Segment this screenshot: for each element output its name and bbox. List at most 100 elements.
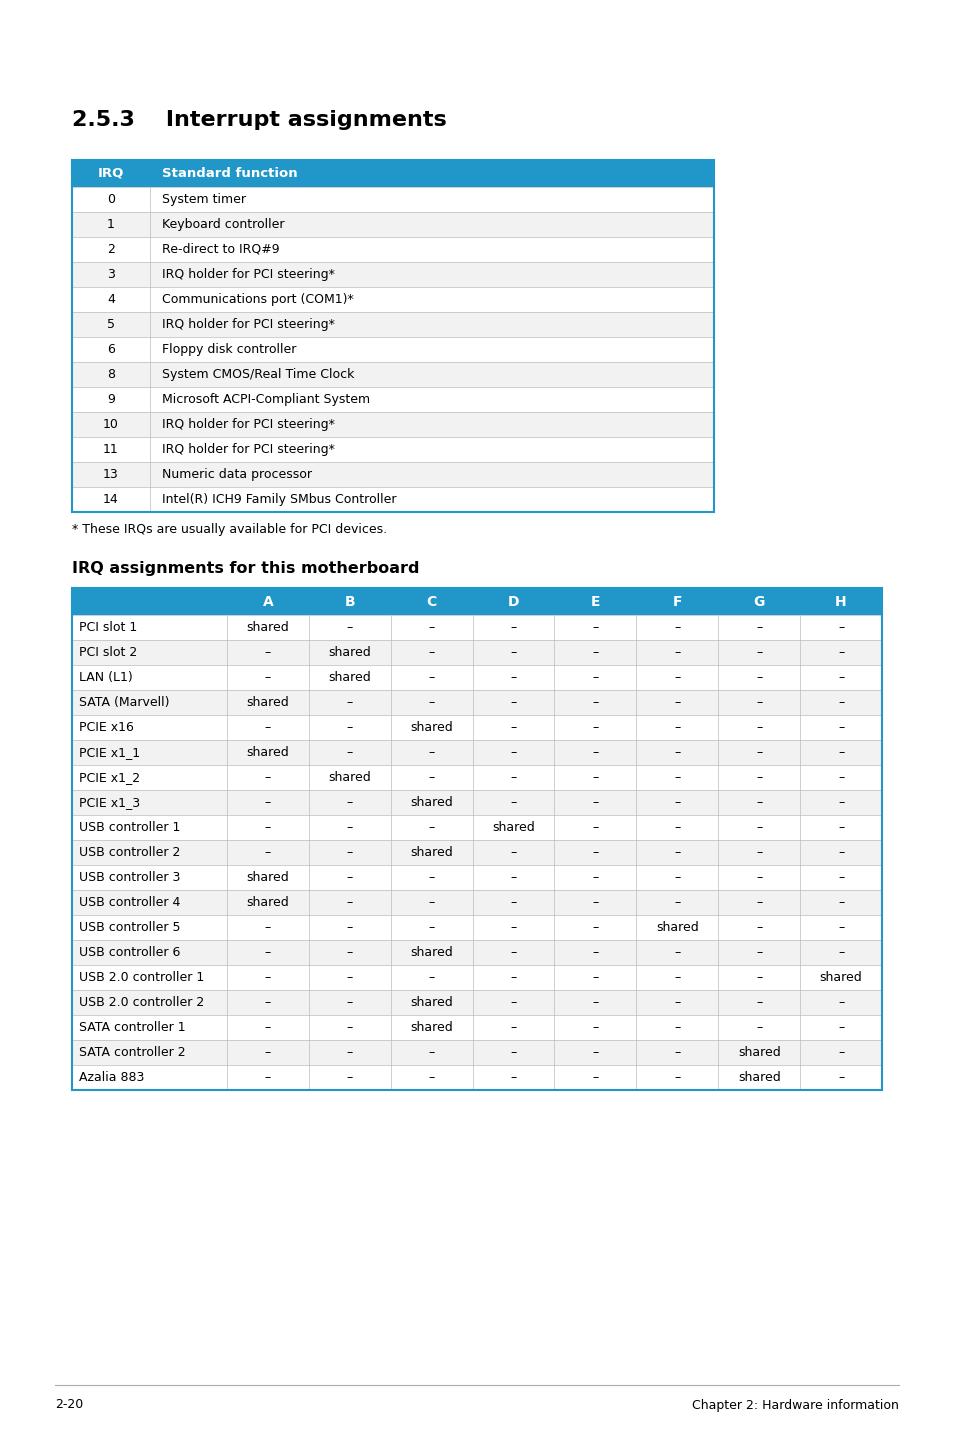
Text: * These IRQs are usually available for PCI devices.: * These IRQs are usually available for P… <box>71 523 387 536</box>
Text: –: – <box>346 846 353 858</box>
Text: –: – <box>756 920 761 935</box>
Text: –: – <box>265 997 271 1009</box>
Text: PCIE x1_1: PCIE x1_1 <box>79 746 140 759</box>
Bar <box>71 741 882 765</box>
Text: –: – <box>756 997 761 1009</box>
Text: –: – <box>510 1021 517 1034</box>
Text: –: – <box>346 696 353 709</box>
Text: shared: shared <box>656 920 698 935</box>
Text: –: – <box>837 720 843 733</box>
Text: –: – <box>837 896 843 909</box>
Text: –: – <box>756 720 761 733</box>
Text: –: – <box>265 971 271 984</box>
Text: SATA (Marvell): SATA (Marvell) <box>79 696 170 709</box>
Text: –: – <box>592 920 598 935</box>
Text: –: – <box>756 646 761 659</box>
Text: shared: shared <box>410 997 453 1009</box>
Text: –: – <box>346 920 353 935</box>
Text: Re-direct to IRQ#9: Re-direct to IRQ#9 <box>162 243 279 256</box>
Bar <box>71 336 713 362</box>
Text: USB controller 1: USB controller 1 <box>79 821 180 834</box>
Text: –: – <box>428 1045 435 1058</box>
Text: –: – <box>265 720 271 733</box>
Text: –: – <box>674 1045 679 1058</box>
Text: –: – <box>510 771 517 784</box>
Bar <box>71 890 882 915</box>
Text: Keyboard controller: Keyboard controller <box>162 219 284 232</box>
Text: shared: shared <box>410 797 453 810</box>
Text: 6: 6 <box>107 344 114 357</box>
Text: USB controller 4: USB controller 4 <box>79 896 180 909</box>
Text: –: – <box>756 797 761 810</box>
Text: D: D <box>507 594 518 608</box>
Text: –: – <box>346 971 353 984</box>
Bar <box>71 765 882 789</box>
Text: –: – <box>346 1021 353 1034</box>
Text: –: – <box>428 871 435 884</box>
Text: shared: shared <box>246 696 289 709</box>
Text: SATA controller 1: SATA controller 1 <box>79 1021 186 1034</box>
Text: –: – <box>510 971 517 984</box>
Text: –: – <box>837 746 843 759</box>
Text: –: – <box>837 646 843 659</box>
Text: System CMOS/Real Time Clock: System CMOS/Real Time Clock <box>162 368 354 381</box>
Text: Standard function: Standard function <box>162 167 297 180</box>
Text: –: – <box>592 621 598 634</box>
Bar <box>71 940 882 965</box>
Text: 13: 13 <box>103 467 119 480</box>
Text: IRQ holder for PCI steering*: IRQ holder for PCI steering* <box>162 267 335 280</box>
Bar <box>71 664 882 690</box>
Text: –: – <box>510 672 517 684</box>
Text: shared: shared <box>819 971 862 984</box>
Text: –: – <box>837 821 843 834</box>
Text: –: – <box>592 896 598 909</box>
Text: –: – <box>674 821 679 834</box>
Text: –: – <box>428 971 435 984</box>
Text: –: – <box>837 797 843 810</box>
Text: shared: shared <box>410 720 453 733</box>
Text: –: – <box>592 696 598 709</box>
Text: –: – <box>674 621 679 634</box>
Text: 2: 2 <box>107 243 114 256</box>
Text: –: – <box>674 746 679 759</box>
Text: –: – <box>428 672 435 684</box>
Bar <box>71 989 882 1015</box>
Text: –: – <box>428 920 435 935</box>
Text: PCIE x1_2: PCIE x1_2 <box>79 771 140 784</box>
Bar <box>71 187 713 211</box>
Text: –: – <box>837 946 843 959</box>
Text: –: – <box>265 821 271 834</box>
Text: –: – <box>837 621 843 634</box>
Text: –: – <box>674 696 679 709</box>
Bar <box>71 866 882 890</box>
Text: –: – <box>756 821 761 834</box>
Text: –: – <box>756 672 761 684</box>
Text: –: – <box>674 672 679 684</box>
Text: –: – <box>265 920 271 935</box>
Text: –: – <box>510 920 517 935</box>
Bar <box>71 387 713 413</box>
Text: –: – <box>265 646 271 659</box>
Text: 8: 8 <box>107 368 115 381</box>
Text: –: – <box>346 1045 353 1058</box>
Text: –: – <box>510 946 517 959</box>
Text: –: – <box>510 871 517 884</box>
Bar <box>71 1066 882 1090</box>
Text: shared: shared <box>492 821 535 834</box>
Text: –: – <box>674 771 679 784</box>
Text: –: – <box>674 797 679 810</box>
Text: PCI slot 2: PCI slot 2 <box>79 646 137 659</box>
Text: shared: shared <box>410 1021 453 1034</box>
Text: SATA controller 2: SATA controller 2 <box>79 1045 186 1058</box>
Bar <box>71 160 713 512</box>
Text: –: – <box>265 672 271 684</box>
Bar <box>71 640 882 664</box>
Text: 9: 9 <box>107 393 114 406</box>
Text: Azalia 883: Azalia 883 <box>79 1071 144 1084</box>
Text: PCIE x16: PCIE x16 <box>79 720 133 733</box>
Text: –: – <box>428 1071 435 1084</box>
Text: –: – <box>510 746 517 759</box>
Bar <box>71 487 713 512</box>
Text: IRQ holder for PCI steering*: IRQ holder for PCI steering* <box>162 443 335 456</box>
Text: –: – <box>346 720 353 733</box>
